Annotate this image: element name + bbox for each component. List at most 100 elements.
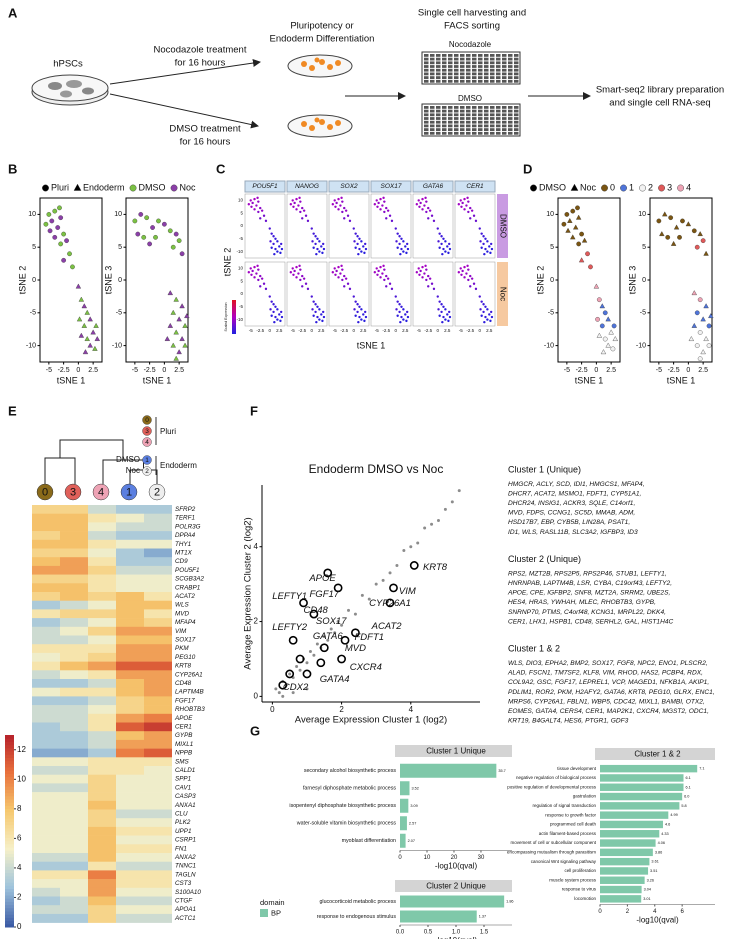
heat-cell	[116, 687, 144, 697]
point	[419, 269, 422, 273]
heat-cell	[32, 853, 60, 862]
condition-label: Noc	[498, 287, 507, 301]
colorbar-step	[5, 875, 14, 880]
heat-cell	[32, 905, 60, 915]
point	[360, 318, 363, 321]
well	[424, 68, 429, 72]
point	[274, 315, 277, 319]
point	[427, 206, 430, 210]
highlight-point	[340, 635, 350, 645]
point	[362, 245, 365, 248]
colorbar-step	[5, 815, 14, 819]
point	[444, 318, 447, 321]
point	[700, 349, 706, 355]
point	[360, 240, 363, 243]
well	[466, 120, 471, 124]
well	[454, 76, 459, 79]
heat-cell	[60, 600, 88, 610]
point	[440, 242, 443, 246]
well	[496, 72, 501, 76]
point	[58, 215, 64, 221]
point	[253, 197, 256, 201]
point	[316, 247, 319, 251]
point	[314, 310, 317, 314]
well	[466, 131, 471, 135]
heat-cell	[116, 574, 144, 584]
y-tick-label: 10	[546, 211, 554, 218]
well	[448, 124, 453, 128]
y-tick-label: -10	[236, 317, 243, 322]
colony	[48, 82, 62, 90]
label: DMSO treatment	[169, 124, 241, 135]
point	[677, 234, 682, 240]
well	[454, 61, 459, 65]
heat-cell	[144, 618, 172, 628]
point	[465, 204, 468, 207]
gene-list: WLS, DIO3, EPHA2, BMP2, SOX17, FGF8, NPC…	[508, 660, 708, 667]
panel-label: B	[8, 161, 17, 176]
point	[446, 245, 449, 248]
point	[167, 228, 173, 234]
annotation: CXCR4	[350, 662, 382, 673]
point	[311, 308, 314, 311]
point	[298, 264, 301, 268]
x-tick-label: 0	[269, 328, 272, 333]
well	[460, 76, 465, 79]
point	[302, 209, 306, 212]
y-tick-label: 10	[238, 266, 244, 271]
well	[430, 131, 435, 135]
row-label: S100A10	[175, 889, 201, 896]
point	[459, 267, 462, 270]
point	[428, 277, 432, 280]
gene-header: GATA6	[423, 183, 444, 190]
y-tick-label: -5	[239, 236, 243, 241]
well	[466, 109, 471, 113]
well	[454, 79, 459, 83]
colorbar-step	[5, 786, 14, 790]
point	[92, 345, 98, 351]
label: and single cell RNA-seq	[609, 98, 710, 109]
value-label: 3.26	[647, 878, 654, 882]
colorbar-step	[5, 792, 14, 797]
point	[383, 210, 386, 214]
heat-cell	[144, 635, 172, 645]
x-axis-label: tSNE 1	[57, 375, 86, 385]
colorbar-step	[5, 872, 14, 877]
well	[460, 124, 465, 128]
point	[593, 283, 600, 289]
heat-cell	[144, 713, 172, 723]
well	[496, 131, 501, 135]
colorbar	[232, 300, 236, 334]
point	[659, 231, 665, 237]
point	[668, 215, 674, 221]
x-tick-label: 2.5	[698, 367, 708, 374]
heat-cell	[60, 766, 88, 775]
well	[502, 54, 507, 57]
point	[400, 237, 403, 240]
point	[430, 214, 434, 217]
heat-cell	[32, 809, 60, 819]
point	[375, 199, 378, 202]
colorbar-step	[5, 751, 14, 755]
heat-cell	[88, 731, 116, 741]
point	[438, 232, 441, 235]
heat-cell	[32, 557, 60, 567]
point	[417, 199, 420, 202]
row-label: MIXL1	[175, 741, 193, 748]
heat-cell	[60, 853, 88, 862]
facet-strip	[595, 748, 715, 760]
colorbar-tick-label: 8	[17, 804, 22, 813]
heat-cell	[88, 844, 116, 854]
heat-cell	[116, 800, 144, 810]
category-label: negative regulation of biological proces…	[516, 775, 597, 780]
point	[301, 206, 304, 210]
row-label: ACTC1	[174, 915, 196, 922]
group-label: Endoderm	[160, 461, 197, 470]
point	[599, 323, 605, 329]
gene-list: HSD17B7, EBP, CYB5B, LIN28A, PSAT1,	[508, 519, 630, 526]
colorbar-step	[5, 834, 14, 838]
heat-cell	[88, 783, 116, 793]
heat-cell	[144, 731, 172, 741]
bar	[600, 792, 683, 801]
strip	[497, 194, 508, 258]
